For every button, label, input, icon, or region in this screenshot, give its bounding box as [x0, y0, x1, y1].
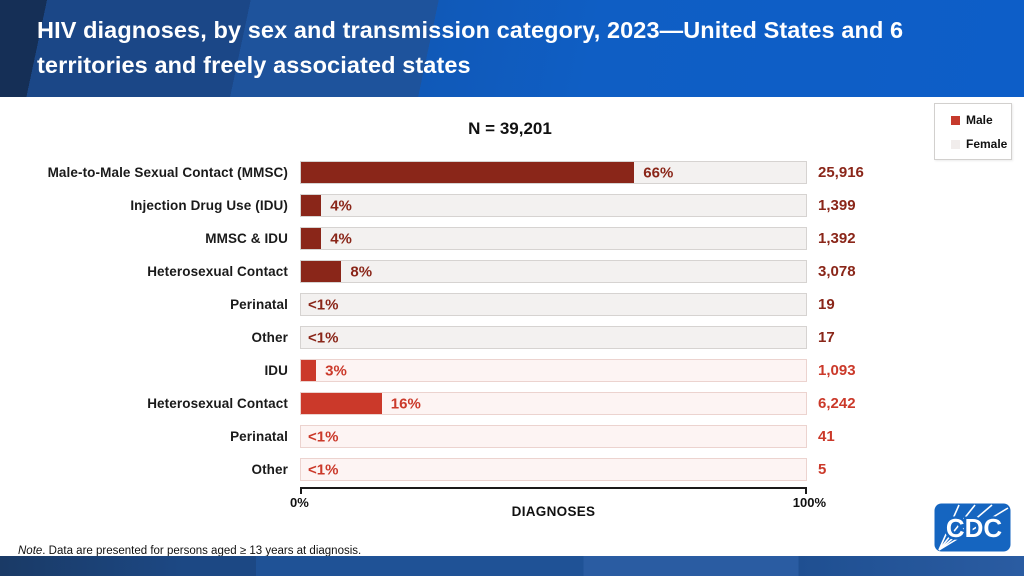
- bar-value: 19: [818, 296, 835, 313]
- bar-percent-label: <1%: [308, 428, 339, 445]
- chart-legend: Male Female: [934, 103, 1012, 160]
- bar-row: Other <1% 17: [0, 326, 1024, 349]
- bar-value: 25,916: [818, 164, 864, 181]
- legend-item: Female: [951, 137, 1011, 151]
- footnote: Note. Data are presented for persons age…: [18, 545, 361, 557]
- n-total-label: N = 39,201: [468, 119, 552, 138]
- legend-label: Male: [966, 113, 993, 127]
- row-label: Male-to-Male Sexual Contact (MMSC): [47, 165, 288, 180]
- row-label: Heterosexual Contact: [147, 264, 288, 279]
- bar-row: IDU 3% 1,093: [0, 359, 1024, 382]
- bar-percent-label: 66%: [643, 164, 674, 181]
- bar-value: 1,399: [818, 197, 856, 214]
- bar-fill: [301, 162, 635, 183]
- bar-fill: [301, 393, 382, 414]
- row-label: Injection Drug Use (IDU): [130, 198, 288, 213]
- bar-row: Other <1% 5: [0, 458, 1024, 481]
- bar-row: Heterosexual Contact 16% 6,242: [0, 392, 1024, 415]
- bar-fill: [301, 261, 342, 282]
- legend-label: Female: [966, 137, 1008, 151]
- row-label: IDU: [264, 363, 288, 378]
- bar-track: 16%: [300, 392, 807, 415]
- x-axis-tick-min: [300, 487, 303, 494]
- bar-row: Perinatal <1% 41: [0, 425, 1024, 448]
- bar-row: Perinatal <1% 19: [0, 293, 1024, 316]
- bar-track: <1%: [300, 293, 807, 316]
- bar-track: 4%: [300, 194, 807, 217]
- bar-value: 5: [818, 461, 827, 478]
- bar-row: Injection Drug Use (IDU) 4% 1,399: [0, 194, 1024, 217]
- bar-track: 3%: [300, 359, 807, 382]
- bar-percent-label: 4%: [330, 230, 352, 247]
- cdc-logo-text: CDC: [946, 513, 1003, 543]
- bar-track: <1%: [300, 326, 807, 349]
- legend-item: Male: [951, 113, 1011, 127]
- bar-track: <1%: [300, 458, 807, 481]
- row-label: Perinatal: [230, 297, 288, 312]
- footnote-prefix: Note: [18, 545, 43, 557]
- footnote-body: . Data are presented for persons aged ≥ …: [42, 545, 362, 557]
- x-axis-line: [300, 487, 807, 489]
- x-axis-max-label: 100%: [792, 495, 826, 510]
- bar-track: 4%: [300, 227, 807, 250]
- bar-percent-label: 8%: [350, 263, 373, 280]
- bar-value: 3,078: [818, 263, 856, 280]
- slide-header: HIV diagnoses, by sex and transmission c…: [0, 0, 1024, 97]
- cdc-logo-rays: [938, 504, 1009, 551]
- row-label: Perinatal: [230, 429, 288, 444]
- bar-percent-label: <1%: [308, 296, 339, 313]
- bar-value: 41: [818, 428, 835, 445]
- bar-value: 17: [818, 329, 835, 346]
- bar-track: 66%: [300, 161, 807, 184]
- bar-value: 1,093: [818, 362, 856, 379]
- x-axis: 0% 100% DIAGNOSES: [290, 487, 826, 527]
- bar-fill: [301, 228, 322, 249]
- x-axis-min-label: 0%: [290, 495, 309, 510]
- bar-row: Male-to-Male Sexual Contact (MMSC) 66% 2…: [0, 161, 1024, 184]
- cdc-logo: CDC: [934, 503, 1011, 552]
- row-label: Other: [251, 330, 288, 345]
- row-label: MMSC & IDU: [205, 231, 288, 246]
- bottom-accent-bar: [0, 556, 1024, 576]
- row-label: Other: [251, 462, 288, 477]
- bar-fill: [301, 195, 322, 216]
- x-axis-tick-max: [804, 487, 807, 494]
- bar-percent-label: <1%: [308, 461, 339, 478]
- bar-value: 6,242: [818, 395, 856, 412]
- slide-title: HIV diagnoses, by sex and transmission c…: [37, 17, 904, 78]
- bar-track: <1%: [300, 425, 807, 448]
- bar-percent-label: <1%: [308, 329, 339, 346]
- legend-swatch: [951, 115, 960, 125]
- bar-row: Heterosexual Contact 8% 3,078: [0, 260, 1024, 283]
- bar-row: MMSC & IDU 4% 1,392: [0, 227, 1024, 250]
- bar-fill: [301, 360, 317, 381]
- bar-chart: Male-to-Male Sexual Contact (MMSC) 66% 2…: [0, 161, 1024, 491]
- bar-track: 8%: [300, 260, 807, 283]
- bar-value: 1,392: [818, 230, 856, 247]
- x-axis-title: DIAGNOSES: [511, 504, 596, 519]
- bar-percent-label: 4%: [330, 197, 352, 214]
- bar-percent-label: 3%: [325, 362, 347, 379]
- row-label: Heterosexual Contact: [147, 396, 288, 411]
- legend-swatch: [951, 139, 960, 149]
- bar-percent-label: 16%: [390, 395, 421, 412]
